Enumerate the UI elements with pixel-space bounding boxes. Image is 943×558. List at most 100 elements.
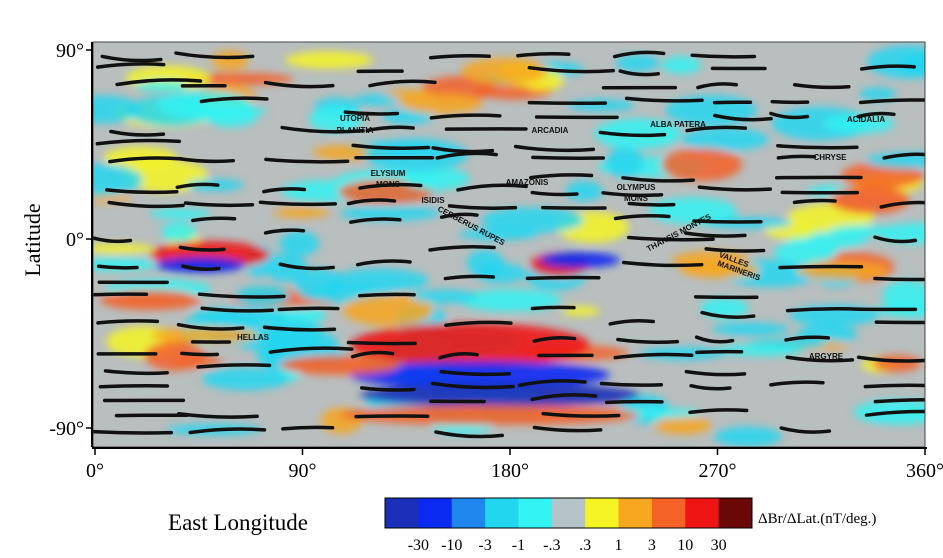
y-tick-label: 0°	[66, 229, 84, 251]
colorbar-tick-label: 1	[615, 537, 623, 554]
colorbar-tick-label: -3	[478, 537, 491, 554]
stripe	[262, 187, 307, 194]
stripe	[532, 425, 603, 433]
stripe	[434, 430, 504, 439]
stripe	[174, 51, 255, 60]
stripe-layer	[93, 50, 925, 439]
stripe	[618, 69, 660, 77]
stripe	[864, 409, 925, 417]
region-label: OLYMPUS	[617, 183, 656, 192]
stripe	[684, 369, 747, 377]
anomaly-blob	[279, 230, 320, 257]
stripe	[873, 398, 925, 404]
anomaly-blob	[540, 252, 620, 268]
stripe	[598, 130, 667, 138]
stripe	[541, 411, 621, 418]
stripe	[604, 399, 664, 405]
stripe	[532, 335, 577, 343]
stripe	[530, 393, 598, 402]
stripe	[357, 292, 416, 298]
stripe	[696, 82, 739, 90]
region-label: ARGYRE	[809, 352, 844, 361]
anomaly-blob	[458, 289, 562, 312]
anomaly-blob	[280, 355, 400, 375]
stripe	[530, 305, 576, 311]
anomaly-blob	[829, 224, 895, 238]
stripe	[447, 204, 518, 210]
stripe	[95, 62, 166, 69]
stripe	[280, 125, 365, 134]
region-label: ISIDIS	[421, 196, 445, 205]
colorbar-cell	[385, 498, 419, 528]
stripe	[181, 264, 221, 271]
stripe	[527, 100, 608, 106]
anomaly-blob	[155, 257, 245, 273]
anomaly-blob	[329, 268, 429, 293]
region-label: AMAZONIS	[506, 178, 549, 187]
region-label: ACIDALIA	[847, 115, 885, 124]
anomaly-blob	[273, 207, 330, 219]
stripe	[115, 78, 203, 87]
anomaly-blob	[859, 87, 896, 101]
stripe	[349, 217, 402, 224]
stripe	[785, 355, 855, 363]
stripe	[525, 275, 601, 281]
stripe	[350, 350, 395, 359]
stripe	[263, 80, 335, 89]
colorbar-tick-label: 10	[677, 537, 693, 554]
stripe	[191, 216, 237, 223]
colorbar-cell	[685, 498, 720, 528]
stripe	[96, 319, 160, 325]
region-label: ELYSIUM	[371, 169, 406, 178]
anomaly-blob	[93, 163, 143, 197]
stripe	[177, 156, 235, 164]
anomaly-blob	[184, 105, 269, 116]
anomaly-blob	[654, 416, 712, 435]
stripe	[613, 214, 671, 221]
anomaly-blob	[830, 186, 910, 214]
stripe	[689, 383, 732, 391]
anomaly-blob	[661, 56, 702, 75]
stripe	[858, 98, 925, 105]
anomaly-blob	[157, 90, 252, 120]
stripe	[769, 380, 825, 387]
stripe	[176, 322, 245, 331]
anomaly-blob	[823, 113, 895, 134]
colorbar-tick-label: -30	[408, 537, 429, 554]
stripe	[439, 212, 479, 219]
stripe	[196, 363, 272, 369]
stripe	[513, 144, 596, 153]
stripe	[95, 138, 182, 146]
stripe	[100, 54, 163, 63]
anomaly-blob	[461, 57, 548, 85]
region-label: ARCADIA	[532, 126, 569, 135]
stripe	[621, 260, 704, 268]
stripe	[688, 408, 749, 415]
stripe	[621, 176, 696, 183]
stripe	[785, 306, 863, 313]
stripe	[626, 235, 715, 242]
x-tick-label: 0°	[86, 460, 104, 482]
stripe	[684, 231, 747, 238]
stripe	[599, 381, 664, 387]
anomaly-blob	[615, 54, 660, 72]
stripe	[180, 351, 220, 357]
stripe	[188, 427, 267, 435]
stripe	[624, 96, 704, 103]
anomaly-blob	[144, 341, 207, 371]
colorbar-cell	[585, 498, 620, 528]
anomaly-blob	[350, 323, 590, 367]
stripe	[769, 111, 810, 120]
stripe	[438, 351, 479, 360]
stripe	[197, 292, 286, 299]
colorbar-tick-label: 3	[648, 537, 656, 554]
anomaly-blob	[466, 249, 505, 278]
anomaly-blob	[714, 426, 782, 447]
stripe	[443, 274, 496, 281]
stripe	[712, 113, 773, 122]
region-label: MONS	[624, 194, 649, 203]
anomaly-blob	[872, 354, 921, 373]
stripe	[178, 245, 226, 252]
stripe	[354, 414, 430, 419]
